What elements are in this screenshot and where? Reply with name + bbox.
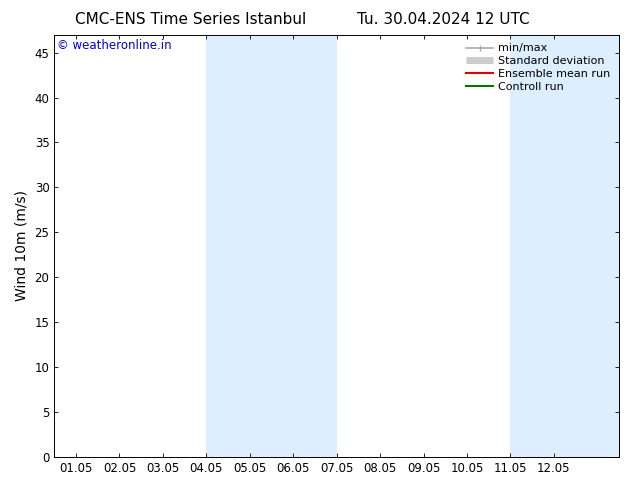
Text: Tu. 30.04.2024 12 UTC: Tu. 30.04.2024 12 UTC	[358, 12, 530, 27]
Bar	[510, 35, 619, 457]
Y-axis label: Wind 10m (m/s): Wind 10m (m/s)	[15, 191, 29, 301]
Text: © weatheronline.in: © weatheronline.in	[57, 39, 172, 52]
Text: CMC-ENS Time Series Istanbul: CMC-ENS Time Series Istanbul	[75, 12, 306, 27]
Bar	[206, 35, 337, 457]
Legend: min/max, Standard deviation, Ensemble mean run, Controll run: min/max, Standard deviation, Ensemble me…	[462, 40, 614, 95]
